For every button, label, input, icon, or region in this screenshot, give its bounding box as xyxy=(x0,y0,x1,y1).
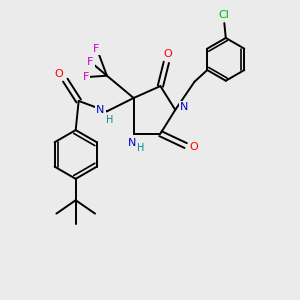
Text: H: H xyxy=(137,142,145,153)
Text: F: F xyxy=(83,72,89,82)
Text: N: N xyxy=(128,138,136,148)
Text: F: F xyxy=(87,57,94,67)
Text: O: O xyxy=(190,142,198,152)
Text: O: O xyxy=(54,69,63,79)
Text: H: H xyxy=(106,115,113,125)
Text: O: O xyxy=(164,49,172,59)
Text: N: N xyxy=(180,102,188,112)
Text: Cl: Cl xyxy=(219,10,230,20)
Text: N: N xyxy=(96,105,105,115)
Text: F: F xyxy=(93,44,100,54)
